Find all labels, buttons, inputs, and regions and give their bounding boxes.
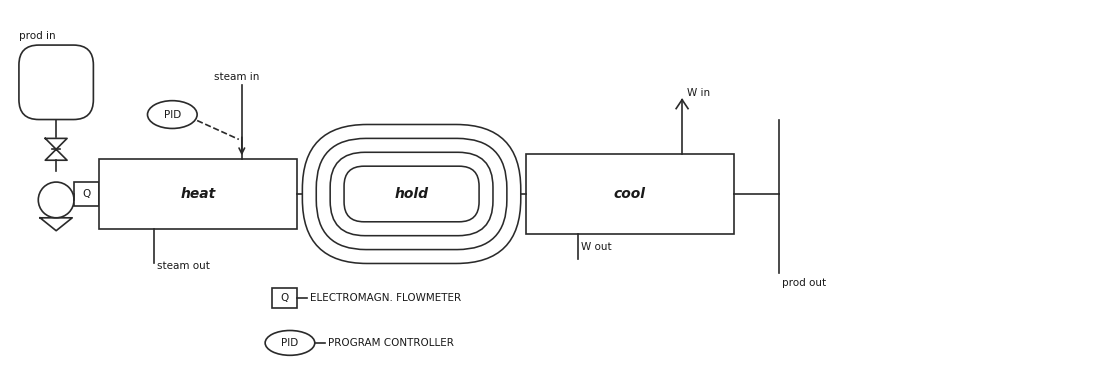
FancyBboxPatch shape (302, 124, 521, 263)
Text: PID: PID (281, 338, 299, 348)
FancyBboxPatch shape (344, 166, 479, 222)
Text: prod out: prod out (782, 278, 826, 288)
Text: Q: Q (83, 189, 90, 199)
Bar (272, 288, 297, 308)
Text: W out: W out (580, 242, 612, 252)
FancyBboxPatch shape (316, 138, 507, 250)
Text: prod in: prod in (19, 31, 56, 41)
Text: W in: W in (687, 88, 710, 98)
Bar (74, 182, 99, 206)
Text: PID: PID (164, 109, 181, 119)
Text: steam in: steam in (214, 72, 259, 82)
Text: hold: hold (395, 187, 429, 201)
Text: heat: heat (181, 187, 215, 201)
Text: steam out: steam out (157, 260, 210, 270)
Bar (99, 159, 297, 229)
Text: PROGRAM CONTROLLER: PROGRAM CONTROLLER (328, 338, 453, 348)
FancyBboxPatch shape (330, 152, 493, 236)
FancyBboxPatch shape (19, 45, 94, 119)
Text: Q: Q (280, 293, 289, 303)
Text: ELECTROMAGN. FLOWMETER: ELECTROMAGN. FLOWMETER (310, 293, 461, 303)
Text: cool: cool (614, 187, 646, 201)
Bar (526, 154, 734, 234)
